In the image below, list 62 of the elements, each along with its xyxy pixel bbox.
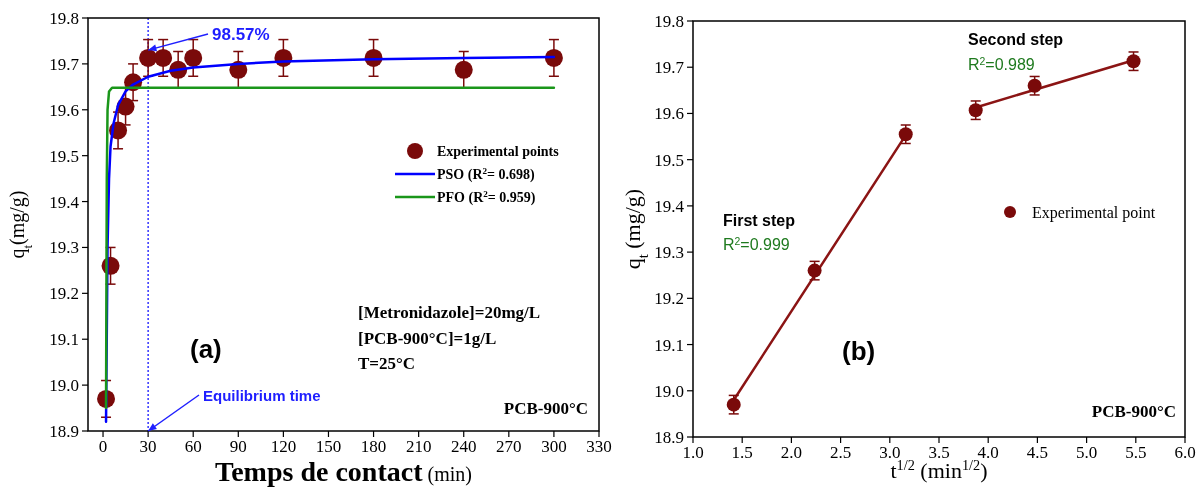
x-tick-label: 240 bbox=[450, 437, 477, 456]
annotation: PCB-900°C bbox=[503, 399, 588, 418]
x-tick-label: 300 bbox=[541, 437, 567, 456]
y-tick-label: 19.0 bbox=[654, 381, 684, 401]
legend-label: PSO (R$^{2}$= 0.698) bbox=[437, 165, 536, 183]
x-tick-label: 1.5 bbox=[731, 443, 753, 462]
annotation: R$^{2}$=0.989 bbox=[968, 55, 1035, 73]
annotation: T=25°C bbox=[358, 354, 416, 373]
x-tick-label: 180 bbox=[360, 437, 387, 456]
legend-label: Experimental points bbox=[437, 143, 560, 159]
y-tick-label: 19.6 bbox=[654, 104, 684, 124]
x-tick-label: 2.5 bbox=[829, 443, 852, 462]
legend-label: Experimental point bbox=[1032, 203, 1156, 222]
x-axis-title: Temps de contact (min) bbox=[215, 456, 472, 487]
x-tick-label: 90 bbox=[229, 437, 247, 456]
x-tick-label: 6.0 bbox=[1174, 443, 1196, 462]
x-tick-label: 2.0 bbox=[780, 443, 803, 462]
y-tick-label: 19.4 bbox=[49, 192, 80, 212]
y-tick-label: 19.2 bbox=[654, 289, 684, 309]
x-tick-label: 4.5 bbox=[1026, 443, 1049, 462]
y-tick-label: 19.8 bbox=[49, 8, 79, 28]
x-tick-label: 5.5 bbox=[1125, 443, 1147, 462]
point bbox=[184, 48, 203, 67]
annotation: 98.57% bbox=[212, 25, 270, 44]
y-tick-label: 19.7 bbox=[654, 58, 685, 78]
annotation: R$^{2}$=0.999 bbox=[723, 235, 790, 253]
y-tick-label: 19.3 bbox=[49, 238, 79, 258]
annotation: [Metronidazole]=20mg/L bbox=[358, 303, 541, 322]
x-tick-label: 210 bbox=[405, 437, 432, 456]
x-tick-label: 150 bbox=[315, 437, 342, 456]
point bbox=[544, 48, 563, 67]
y-tick-label: 19.7 bbox=[49, 54, 80, 74]
x-tick-label: 120 bbox=[270, 437, 297, 456]
annotation: (a) bbox=[190, 334, 222, 364]
y-tick-label: 19.6 bbox=[49, 100, 79, 120]
annotation: PCB-900°C bbox=[1091, 402, 1176, 421]
x-tick-label: 330 bbox=[586, 437, 612, 456]
annotation: Equilibrium time bbox=[203, 387, 321, 404]
legend-label: PFO (R$^{2}$= 0.959) bbox=[437, 188, 536, 206]
point bbox=[154, 48, 173, 67]
y-tick-label: 19.1 bbox=[654, 335, 684, 355]
x-tick-label: 270 bbox=[496, 437, 522, 456]
y-tick-label: 19.5 bbox=[654, 150, 684, 170]
annotation: (b) bbox=[842, 336, 876, 366]
x-tick-label: 5.0 bbox=[1075, 443, 1098, 462]
y-tick-label: 19.3 bbox=[654, 243, 684, 263]
x-tick-label: 0 bbox=[98, 437, 108, 456]
y-tick-label: 19.2 bbox=[49, 284, 79, 304]
y-tick-label: 19.1 bbox=[49, 330, 79, 350]
x-tick-label: 60 bbox=[184, 437, 202, 456]
point bbox=[454, 60, 473, 79]
annotation: Second step bbox=[968, 31, 1064, 48]
x-tick-label: 1.0 bbox=[682, 443, 704, 462]
annotation: First step bbox=[723, 212, 796, 229]
x-tick-label: 30 bbox=[139, 437, 157, 456]
y-tick-label: 19.5 bbox=[49, 146, 79, 166]
y-tick-label: 19.0 bbox=[49, 376, 79, 396]
y-tick-label: 18.9 bbox=[49, 421, 79, 441]
y-tick-label: 19.4 bbox=[654, 196, 685, 216]
y-tick-label: 19.8 bbox=[654, 11, 684, 31]
annotation: [PCB-900°C]=1g/L bbox=[358, 329, 497, 348]
y-tick-label: 18.9 bbox=[654, 427, 684, 447]
